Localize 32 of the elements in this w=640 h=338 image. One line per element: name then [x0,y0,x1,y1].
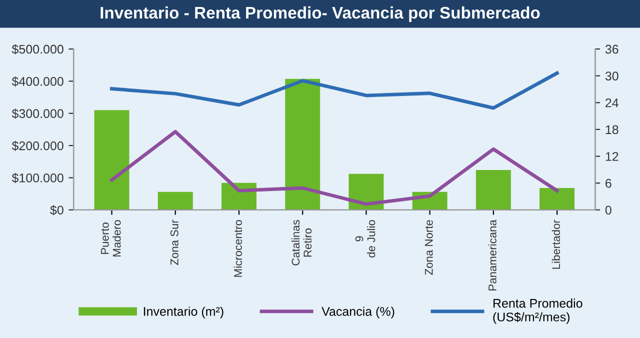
y-tick-label: $100.000 [12,172,64,184]
line-series [110,130,559,206]
x-tick-label: Panamericana [488,220,496,290]
bar [476,170,511,210]
y2-tick-label: 36 [605,44,618,54]
legend-label: Inventario (m²) [144,306,224,318]
x-tick-label: 9 de Julio [355,220,376,258]
y2-tick-label: 24 [606,98,618,108]
y-tick-label: $300.000 [12,108,64,119]
bar [540,188,575,210]
x-tick-label: Catalinas Retiro [291,220,312,266]
x-tick-label: Libertador [552,220,560,269]
y-tick-label: $0 [50,205,64,216]
y2-tick-label: 12 [606,152,618,161]
y2-tick-label: 30 [605,72,618,80]
legend-label: Renta Promedio (US$/m²/mes) [493,298,582,324]
x-tick-label: Zona Norte [425,220,433,275]
legend-label: Vacancia (%) [322,306,394,318]
x-tick-label: Zona Sur [170,220,178,265]
y-tick-label: $500.000 [12,44,64,54]
y2-tick-label: 18 [606,125,618,134]
y2-tick-label: 6 [606,178,612,188]
x-tick-label: Microcentro [234,220,242,277]
chart-title: Inventario - Renta Promedio- Vacancia por Submercado [100,6,540,22]
bar [158,192,193,210]
y-tick-label: $400.000 [12,76,64,87]
bar [285,78,320,210]
bar [94,110,130,210]
x-tick-label: Puerto Madero [101,220,121,256]
y2-tick-label: 0 [605,206,612,215]
line-series [110,71,559,110]
y-tick-label: $200.000 [12,140,64,151]
